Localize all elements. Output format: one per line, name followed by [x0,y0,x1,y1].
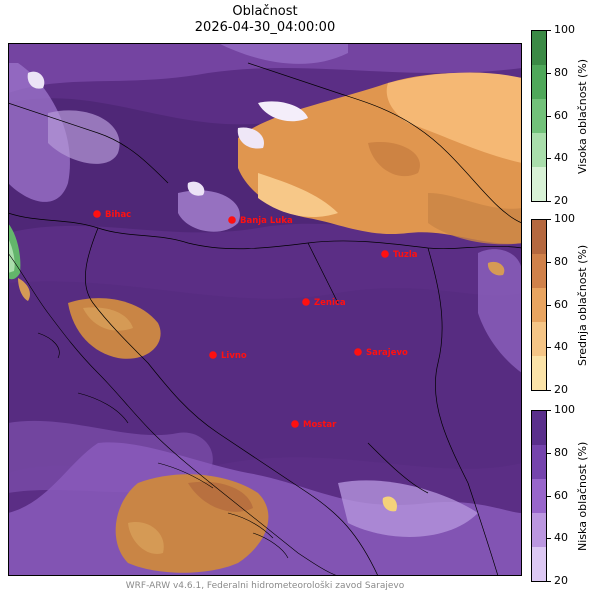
colorbar-tick [547,115,551,117]
map-frame [8,43,522,576]
colorbar-tick [547,261,551,263]
colorbar-tick-label: 40 [554,531,568,545]
colorbar-segment [532,254,546,288]
colorbar-tick [547,495,551,497]
colorbar-tick-label: 80 [554,65,568,79]
colorbar-segment [532,133,546,167]
colorbar-label-high: Visoka oblačnost (%) [576,58,589,174]
colorbar-segment [532,167,546,201]
city-marker-bihac [93,210,101,218]
city-markers: Bihac Banja Luka Tuzla Zenica Livno Sarajevo M… [93,210,418,430]
country-borders [8,62,522,576]
map-timestamp: 2026-04-30_04:00:00 [194,20,336,35]
colorbar-tick-label: 20 [554,574,568,587]
map-title: Oblačnost [232,4,298,19]
colorbar-tick [547,390,551,391]
colorbar-mid-cloud [531,219,547,391]
coastline [8,252,339,576]
colorbar-tick-label: 40 [554,151,568,165]
city-marker-mostar [291,420,299,428]
colorbar-tick-label: 60 [554,108,568,122]
colorbar-tick-label: 20 [554,194,568,207]
city-marker-sarajevo [354,348,362,356]
colorbar-high-cloud [531,30,547,202]
city-label: Tuzla [393,250,418,260]
colorbar-segment [532,31,546,65]
city-marker-zenica [302,298,310,306]
colorbar-segment [532,445,546,479]
colorbar-tick-label: 80 [554,445,568,459]
colorbar-tick-label: 100 [554,403,575,416]
colorbar-tick-label: 60 [554,297,568,311]
colorbar-tick-label: 60 [554,488,568,502]
colorbar-segment [532,99,546,133]
colorbar-segment [532,411,546,445]
city-marker-tuzla [381,250,389,258]
colorbar-segment [532,65,546,99]
colorbar-tick-label: 100 [554,212,575,225]
city-label: Sarajevo [366,348,408,358]
colorbar-segment [532,322,546,356]
colorbar-tick-label: 100 [554,23,575,36]
colorbar-low-cloud [531,410,547,582]
colorbar-tick [547,219,551,220]
colorbar-segment [532,288,546,322]
colorbar-segment [532,547,546,581]
city-marker-livno [209,351,217,359]
colorbar-tick [547,30,551,31]
colorbar-tick [547,72,551,74]
colorbar-segment [532,479,546,513]
city-label: Mostar [303,420,337,430]
colorbar-tick [547,452,551,454]
colorbar-label-mid: Srednja oblačnost (%) [576,244,589,366]
colorbar-tick [547,304,551,306]
colorbar-tick-label: 20 [554,383,568,396]
cloud-cover-map: Bihac Banja Luka Tuzla Zenica Livno Sarajevo M… [8,43,522,576]
colorbar-tick-label: 40 [554,340,568,354]
colorbar-label-low: Niska oblačnost (%) [576,441,589,551]
colorbar-tick-label: 80 [554,254,568,268]
colorbar-tick [547,538,551,540]
colorbar-segment [532,356,546,390]
city-marker-banja-luka [228,216,236,224]
city-label: Livno [221,351,247,361]
colorbar-tick [547,158,551,160]
colorbar-segment [532,513,546,547]
model-credit: WRF-ARW v4.6.1, Federalni hidrometeorolo… [125,581,405,591]
colorbar-tick [547,581,551,582]
city-label: Banja Luka [240,216,293,226]
colorbar-tick [547,201,551,202]
colorbar-tick [547,410,551,411]
colorbar-tick [547,347,551,349]
city-label: Bihac [105,210,131,220]
colorbar-segment [532,220,546,254]
city-label: Zenica [314,298,346,308]
